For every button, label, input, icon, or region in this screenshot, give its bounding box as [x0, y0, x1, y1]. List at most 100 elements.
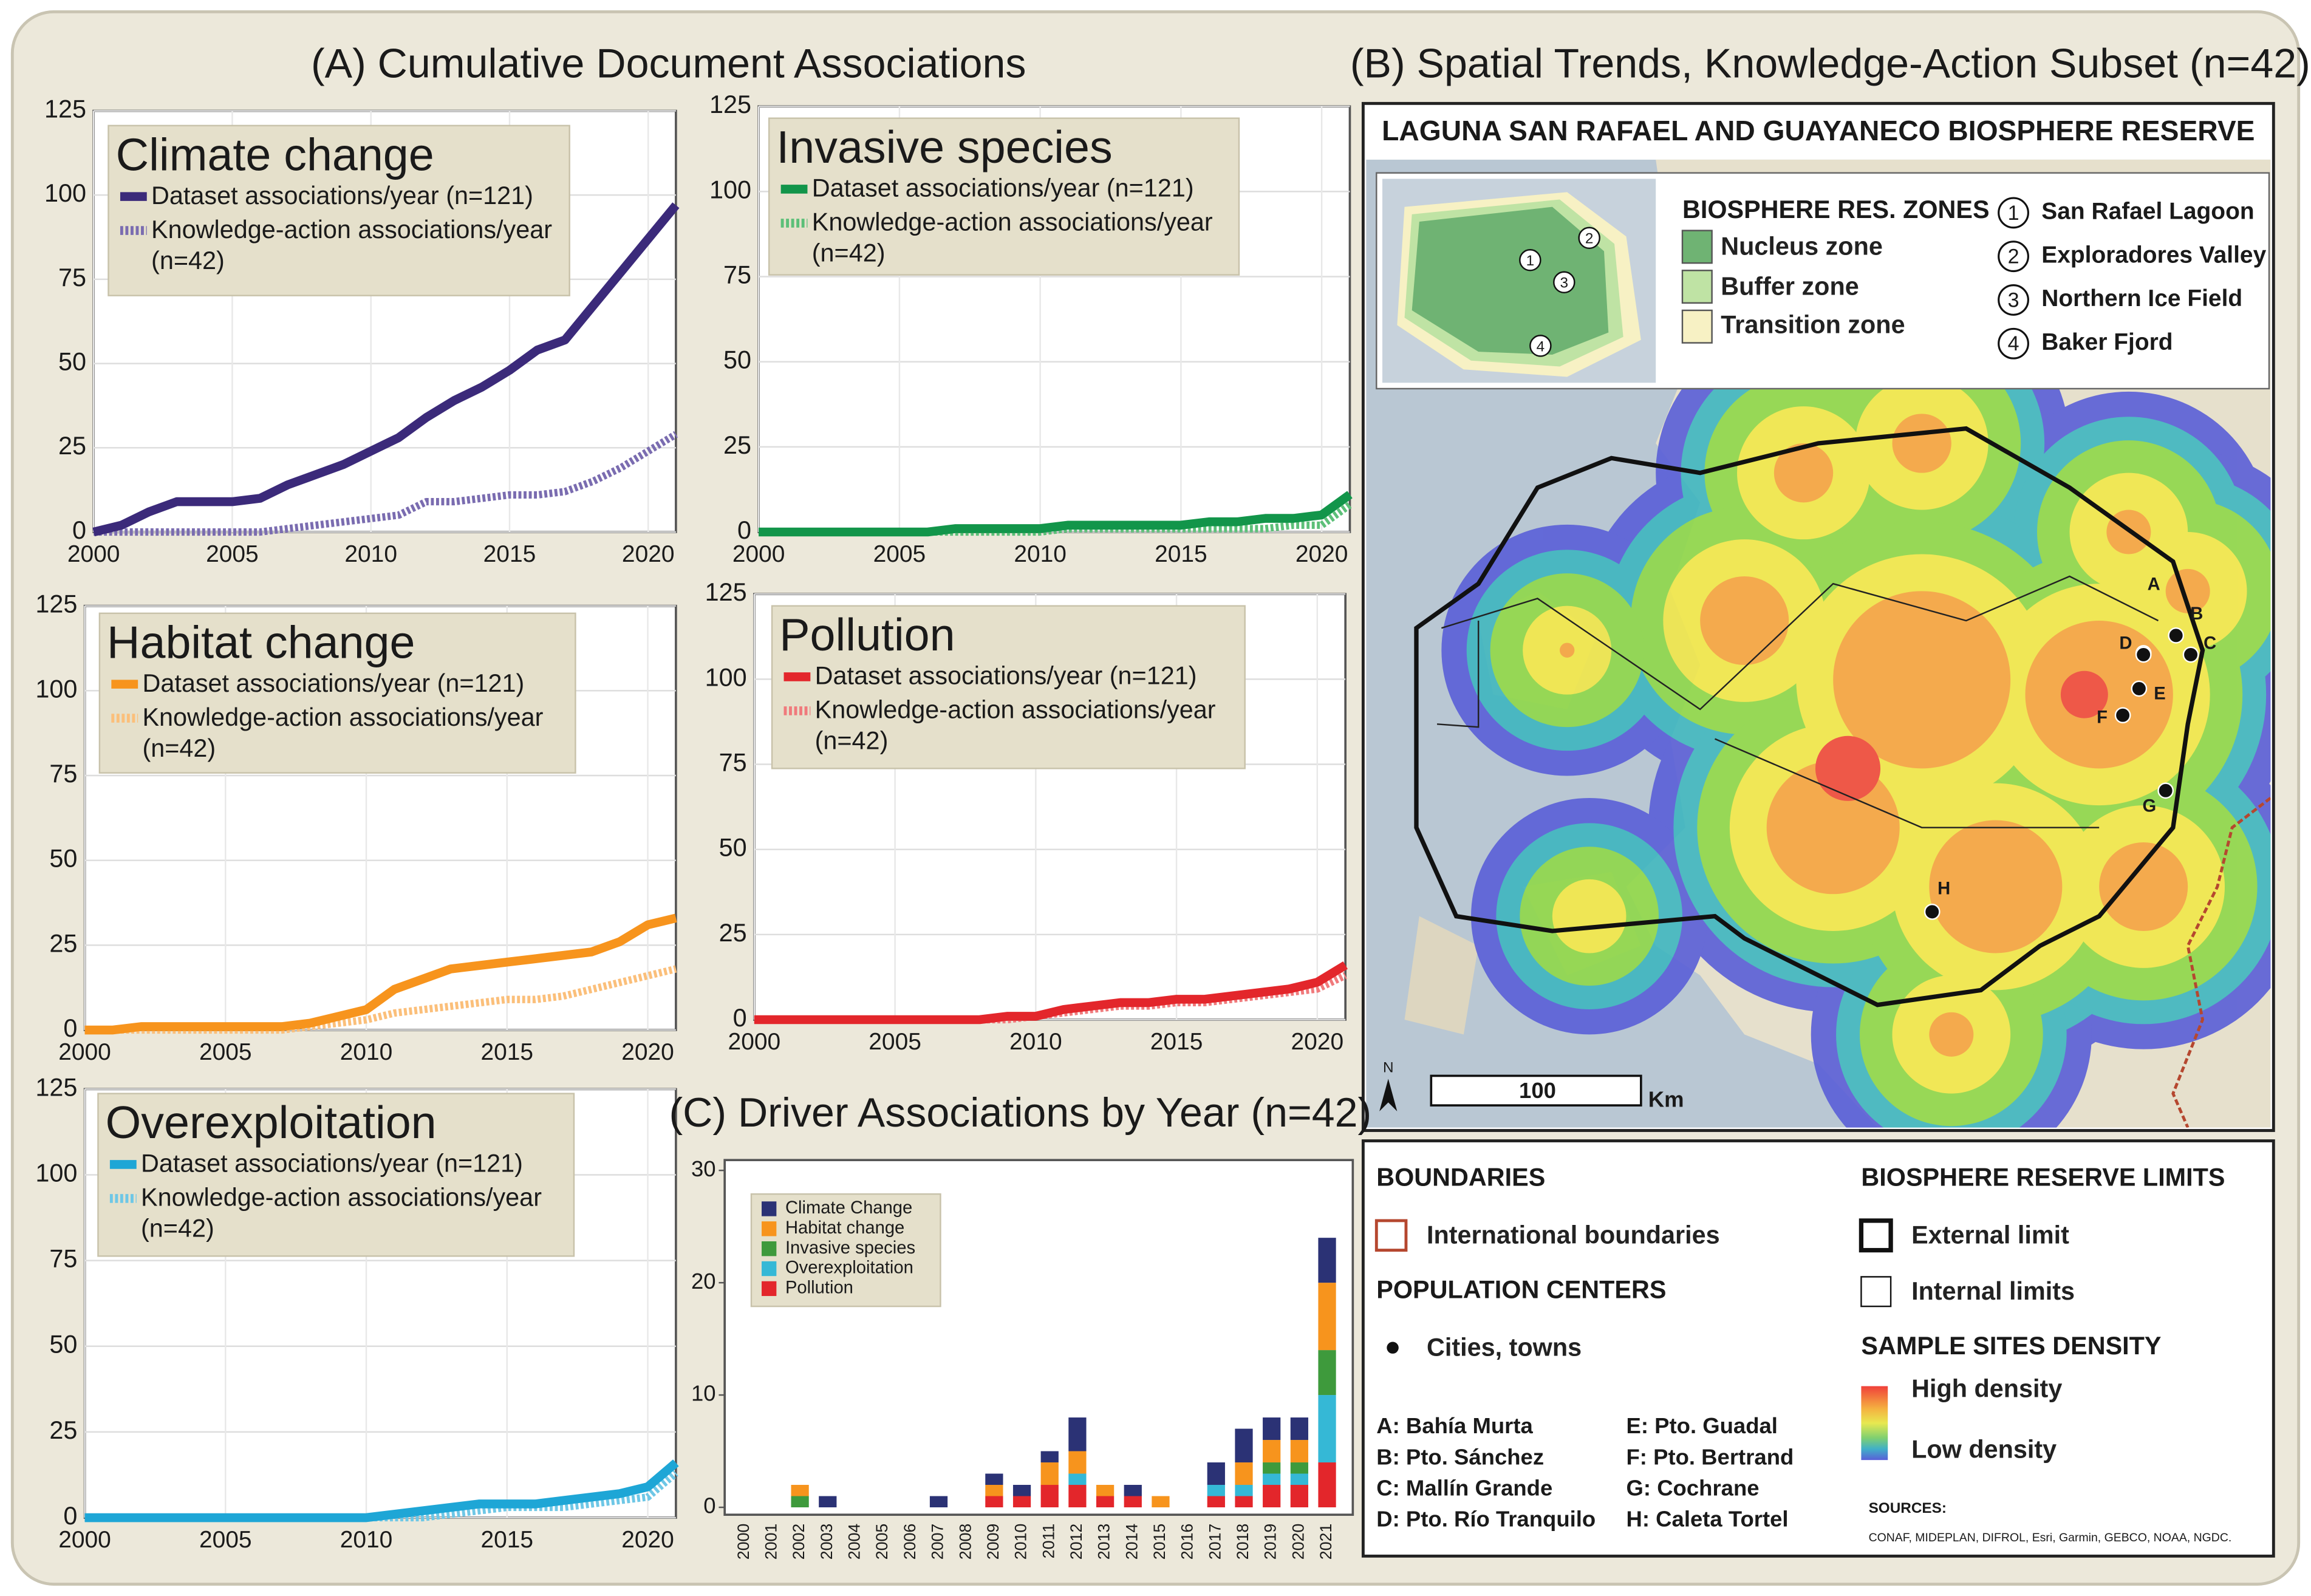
- legend-box: [98, 612, 576, 774]
- panel-b-title: (B) Spatial Trends, Knowledge-Action Sub…: [1350, 41, 2310, 87]
- zone-swatch: [1681, 230, 1713, 264]
- place-marker: [1998, 197, 2029, 229]
- bar-segment: [1235, 1496, 1253, 1507]
- zone-swatch: [1681, 309, 1713, 344]
- bar-segment: [1318, 1350, 1336, 1396]
- x-tick-label: 2000: [728, 1029, 781, 1055]
- bar-segment: [1290, 1417, 1308, 1441]
- bar-segment: [1290, 1440, 1308, 1463]
- bar-segment: [1235, 1462, 1253, 1485]
- x-tick-label: 2000: [732, 541, 785, 567]
- y-tick-label: 75: [58, 264, 86, 292]
- place-name: Exploradores Valley: [2041, 242, 2266, 268]
- zone-label: Nucleus zone: [1721, 233, 1883, 261]
- y-tick-label: 20: [691, 1269, 716, 1294]
- bar-segment: [929, 1496, 948, 1507]
- bar-segment: [1235, 1485, 1253, 1496]
- legend-swatch: [1859, 1218, 1893, 1253]
- chart-title: Habitat change: [107, 616, 415, 667]
- zone-swatch: [1681, 270, 1713, 304]
- map-panel: LAGUNA SAN RAFAEL AND GUAYANECO BIOSPHER…: [1361, 101, 2275, 1132]
- y-tick-label: 125: [44, 95, 86, 123]
- legend-label: Knowledge-action associations/year (n=42…: [814, 696, 1216, 755]
- chart-title: Overexploitation: [106, 1097, 437, 1148]
- y-tick-label: 0: [733, 1004, 747, 1032]
- y-tick-label: 25: [58, 432, 86, 460]
- inset-place-number: 2: [1585, 231, 1594, 247]
- bar-segment: [1096, 1496, 1115, 1507]
- legend-label: Habitat change: [785, 1218, 904, 1238]
- line-chart: 0 25 50 75 100 125 2000 2005 2010 2015 2020 Invasiv…: [709, 90, 1353, 567]
- x-tick-label: 2010: [1009, 1029, 1062, 1055]
- y-tick-label: 0: [72, 516, 86, 544]
- x-tick-label: 2010: [1014, 541, 1067, 567]
- y-tick-label: 125: [705, 578, 747, 606]
- legend-swatch: [762, 1261, 777, 1277]
- site-label: H: [1937, 879, 1950, 899]
- line-chart: 0 25 50 75 100 125 2000 2005 2010 2015 2020 Polluti…: [705, 578, 1348, 1055]
- x-tick-label: 2012: [1067, 1524, 1085, 1560]
- bar-segment: [1068, 1451, 1087, 1474]
- series-line: [754, 961, 1348, 1025]
- legend-label: Dataset associations/year (n=121): [141, 1150, 523, 1178]
- legend-box: [750, 1193, 941, 1308]
- x-tick-label: 2016: [1178, 1524, 1196, 1560]
- place-marker: [1998, 240, 2029, 273]
- x-tick-label: 2009: [984, 1524, 1002, 1560]
- legend-label-box: Knowledge-action associations/year (n=42…: [142, 703, 543, 762]
- bar-segment: [1318, 1462, 1336, 1507]
- bar-segment: [1263, 1417, 1281, 1441]
- town-label: G: Cochrane: [1627, 1475, 1760, 1500]
- density-blob: [1929, 1012, 1974, 1057]
- density-blob: [1700, 576, 1789, 665]
- bar-segment: [1235, 1428, 1253, 1463]
- bar-segment: [1263, 1462, 1281, 1474]
- x-tick-label: 2003: [818, 1524, 836, 1560]
- y-tick-label: 75: [49, 760, 77, 788]
- legend-label: Low density: [1911, 1435, 2057, 1463]
- bar-segment: [1012, 1485, 1031, 1496]
- x-tick-label: 2015: [1155, 541, 1207, 567]
- y-tick-label: 50: [58, 348, 86, 376]
- site-label: E: [2154, 684, 2165, 703]
- y-tick-label: 100: [709, 176, 751, 203]
- legend-label-box: Knowledge-action associations/year (n=42…: [812, 208, 1213, 267]
- site-label: B: [2190, 604, 2203, 624]
- bar-segment: [1263, 1440, 1281, 1463]
- x-tick-label: 2015: [1150, 1029, 1203, 1055]
- scale-bar: [1430, 1074, 1642, 1107]
- north-arrow: [1379, 1079, 1398, 1111]
- legend-heading: BIOSPHERE RESERVE LIMITS: [1861, 1164, 2225, 1192]
- site-label: A: [2148, 575, 2160, 594]
- place-list: 1 San Rafael Lagoon 2 Exploradores Valley 3 N…: [1998, 197, 2267, 360]
- bar-segment: [1263, 1473, 1281, 1485]
- y-tick-label: 100: [35, 675, 77, 703]
- legend-label: International boundaries: [1427, 1221, 1720, 1249]
- x-tick-label: 2011: [1039, 1524, 1057, 1559]
- bar-segment: [791, 1485, 809, 1496]
- x-tick-label: 2005: [869, 1029, 921, 1055]
- legend-swatch: [762, 1241, 777, 1257]
- x-tick-label: 2000: [58, 1039, 111, 1065]
- bar-segment: [1290, 1462, 1308, 1474]
- x-tick-label: 2010: [1012, 1524, 1030, 1560]
- x-tick-label: 2010: [340, 1039, 393, 1065]
- x-tick-label: 2018: [1234, 1524, 1252, 1560]
- inset-place-marker: [1529, 335, 1552, 357]
- site-marker: [2168, 627, 2185, 644]
- x-tick-label: 2020: [1289, 1524, 1307, 1560]
- x-tick-label: 2020: [622, 541, 675, 567]
- x-tick-label: 2010: [344, 541, 397, 567]
- map-legend-frame: [1361, 1139, 2275, 1558]
- bar-segment: [1124, 1496, 1142, 1507]
- bar-chart: (C) Driver Associations by Year (n=42) 0 1…: [669, 1090, 1371, 1560]
- bar-segment: [1318, 1283, 1336, 1351]
- site-label: G: [2143, 796, 2157, 816]
- inset-place-marker: [1578, 227, 1600, 250]
- town-label: D: Pto. Río Tranquilo: [1376, 1507, 1596, 1532]
- y-tick-label: 25: [723, 431, 751, 459]
- bar-segment: [1012, 1496, 1031, 1507]
- y-tick-label: 0: [63, 1502, 77, 1530]
- y-tick-label: 25: [49, 929, 77, 957]
